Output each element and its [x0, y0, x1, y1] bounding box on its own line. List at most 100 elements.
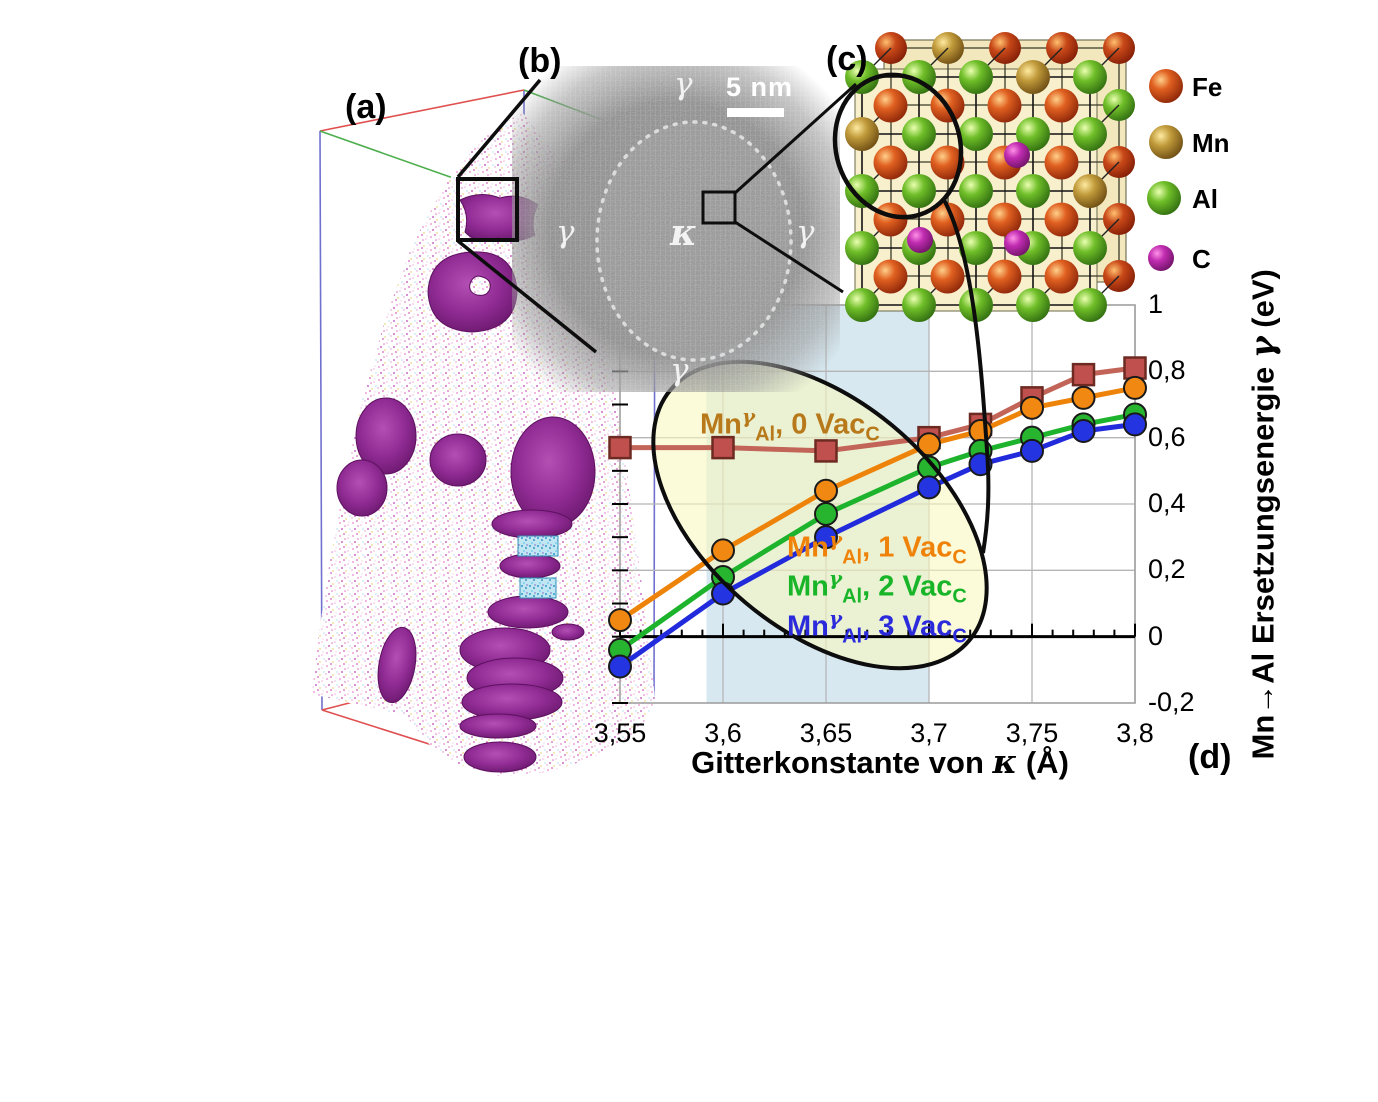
data-point-square	[608, 435, 632, 460]
atom-al	[845, 288, 879, 322]
x-tick-label: 3,75	[1005, 718, 1059, 748]
atom-fe-face	[930, 259, 965, 294]
data-point-circle	[814, 501, 838, 526]
fe-sphere	[1149, 69, 1183, 103]
x-axis-title: Gitterkonstante von κ (Å)	[691, 742, 1069, 781]
atom-fe-face	[1044, 202, 1079, 237]
data-point-circle	[1071, 419, 1096, 444]
tem-wedge-line-bottom	[734, 220, 844, 294]
model-highlight-ellipse	[832, 72, 964, 220]
scale-bar-label: 5 nm	[726, 72, 794, 102]
x-tick-label: 3,7	[910, 718, 948, 748]
data-point-circle	[917, 475, 941, 500]
gamma-label-right: γ	[796, 214, 815, 250]
tem-zoom-box	[701, 190, 737, 225]
arrow-symbol: →	[1245, 683, 1281, 715]
data-point-circle	[1123, 412, 1147, 437]
atom-c	[1004, 142, 1030, 168]
label-sub: C	[952, 546, 967, 569]
label-text: Mn	[787, 610, 829, 643]
atom-al	[1016, 174, 1050, 208]
atom-al	[959, 288, 993, 322]
c-sphere	[1148, 245, 1174, 271]
data-point-circle	[1020, 395, 1044, 420]
atom-al	[902, 288, 936, 322]
data-point-square	[814, 439, 838, 463]
atom-al	[959, 60, 993, 94]
label-text: Mn	[787, 570, 829, 603]
series-label-2: MnγAl, 2 VacC	[787, 566, 967, 608]
data-point-circle	[711, 538, 735, 563]
x-tick-label: 3,6	[704, 718, 742, 748]
y-axis-title: Mn→Al Ersetzungsenergie γ (eV)	[1242, 269, 1282, 760]
label-text: , 3 Vac	[862, 610, 953, 643]
data-point-circle	[814, 478, 838, 503]
gamma-label-bottom: γ	[670, 352, 689, 388]
label-text: Mn	[787, 531, 829, 564]
gamma-label-top: γ	[674, 66, 693, 102]
apt-zoom-box	[456, 177, 519, 242]
scale-bar	[727, 108, 784, 117]
atom-fe-face	[873, 145, 908, 180]
label-sup: γ	[828, 606, 843, 630]
data-point-square	[711, 435, 735, 460]
label-sub: C	[952, 585, 967, 608]
data-point-circle	[1123, 375, 1147, 400]
data-point-square	[1123, 356, 1147, 380]
panel-label-a: (a)	[345, 88, 387, 126]
gamma-label-left: γ	[556, 214, 575, 250]
legend-label-c: C	[1192, 244, 1211, 274]
data-point-circle	[1071, 385, 1096, 410]
atom-mn	[1073, 174, 1107, 208]
data-point-circle	[608, 654, 632, 679]
atom-al	[1073, 60, 1107, 94]
hrtem-image	[512, 66, 840, 392]
atom-fe-face	[873, 88, 908, 123]
x-tick-label: 3,55	[593, 718, 647, 748]
element-legend-spheres	[1147, 69, 1183, 271]
label-text: , 1 Vac	[862, 531, 953, 564]
atom-fe-face	[873, 259, 908, 294]
model-to-chart-connector	[941, 197, 991, 554]
atom-fe-face	[1044, 145, 1079, 180]
atom-fe-face	[987, 259, 1022, 294]
tem-wedge-line-top	[733, 82, 858, 195]
label-text: Mn	[700, 408, 742, 441]
panel-label-b: (b)	[518, 42, 562, 80]
atom-al	[959, 174, 993, 208]
series-label-0: MnγAl, 0 VacC	[700, 404, 880, 446]
atom-al	[1073, 117, 1107, 151]
annotations	[456, 72, 991, 554]
label-sup: γ	[828, 527, 843, 551]
atom-al	[845, 231, 879, 265]
atom-al	[959, 231, 993, 265]
label-sub: Al	[755, 423, 776, 446]
y-tick-label: -0,2	[1148, 687, 1195, 717]
chart-series	[608, 356, 1147, 679]
zoom-wedge-line-top	[456, 78, 542, 179]
series-label-3: MnγAl, 3 VacC	[787, 606, 967, 648]
atom-c	[907, 227, 933, 253]
atom-al	[1073, 231, 1107, 265]
al-sphere	[1147, 181, 1181, 215]
legend-label-al: Al	[1192, 184, 1218, 214]
data-point-circle	[711, 581, 735, 606]
x-tick-label: 3,65	[799, 718, 853, 748]
series-label-1: MnγAl, 1 VacC	[787, 527, 967, 569]
y-tick-label: 0,4	[1148, 488, 1186, 518]
atom-c	[1004, 230, 1030, 256]
data-point-circle	[608, 608, 632, 633]
panel-label-d: (d)	[1188, 738, 1232, 776]
atom-fe-face	[987, 202, 1022, 237]
x-tick-label: 3,8	[1116, 718, 1154, 748]
legend-label-mn: Mn	[1192, 128, 1230, 158]
label-sub: Al	[842, 625, 863, 648]
atom-fe-face	[1044, 259, 1079, 294]
atom-mn	[845, 117, 879, 151]
atom-al	[902, 174, 936, 208]
label-sub: Al	[842, 585, 863, 608]
label-sup: γ	[828, 566, 843, 590]
kappa-phase-dotted-boundary	[595, 120, 793, 362]
